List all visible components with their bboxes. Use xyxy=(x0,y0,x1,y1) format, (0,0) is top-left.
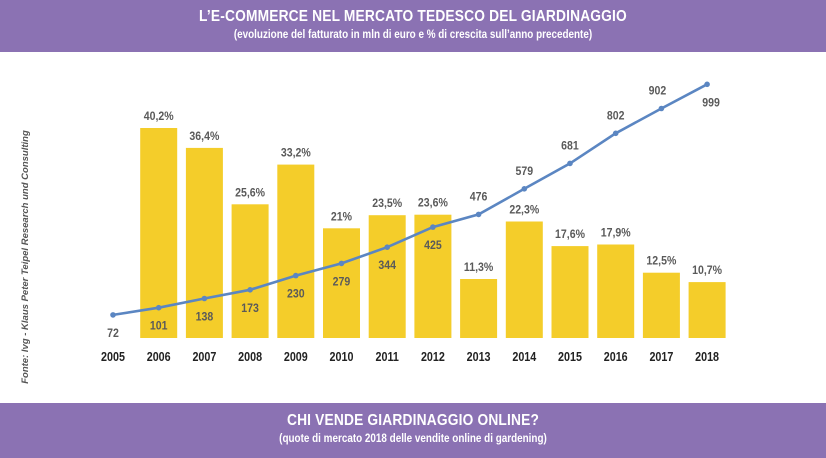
point-2007 xyxy=(201,295,208,302)
x-tick-2005: 2005 xyxy=(101,350,125,364)
bar-label-2009: 33,2% xyxy=(281,147,311,160)
line-label-2010: 279 xyxy=(333,276,351,289)
bar-2018 xyxy=(688,282,726,338)
source-note: Fonte: Ivg - Klaus Peter Teipel Research… xyxy=(20,130,31,384)
revenue-value-labels: 72 101 138 173 230 279 344 425 476 579 681 802 902 99… xyxy=(107,85,720,340)
point-2011 xyxy=(384,244,391,250)
revenue-points xyxy=(110,81,710,318)
bar-label-2015: 17,6% xyxy=(555,229,585,242)
bar-label-2010: 21% xyxy=(331,211,352,224)
bar-2014 xyxy=(505,221,543,338)
bar-label-2011: 23,5% xyxy=(372,198,402,211)
bar-label-2006: 40,2% xyxy=(144,110,174,123)
revenue-line xyxy=(112,83,708,317)
footer-band: CHI VENDE GIARDINAGGIO ONLINE? (quote di… xyxy=(0,403,826,458)
section-title: CHI VENDE GIARDINAGGIO ONLINE? xyxy=(286,412,540,429)
line-label-2016: 802 xyxy=(607,110,625,123)
point-2005 xyxy=(110,312,116,318)
line-label-2017: 902 xyxy=(649,85,667,98)
bar-2006 xyxy=(140,128,178,338)
bar-2007 xyxy=(185,147,223,338)
bar-2016 xyxy=(597,244,635,338)
x-tick-2015: 2015 xyxy=(558,350,582,364)
bar-label-2013: 11,3% xyxy=(464,261,493,274)
x-tick-2009: 2009 xyxy=(284,350,308,364)
line-label-2006: 101 xyxy=(150,320,168,333)
x-tick-2012: 2012 xyxy=(421,350,445,364)
x-tick-2006: 2006 xyxy=(147,350,171,364)
bar-2012 xyxy=(414,214,452,338)
x-tick-2017: 2017 xyxy=(649,350,673,364)
chart-title: L’E-COMMERCE NEL MERCATO TEDESCO DEL GIA… xyxy=(199,8,627,25)
x-axis-tick-labels: 2005 2006 2007 2008 2009 2010 2011 2012 2013 2014… xyxy=(101,350,719,364)
point-2012 xyxy=(430,224,436,230)
bar-label-2016: 17,9% xyxy=(601,227,631,240)
header-band: L’E-COMMERCE NEL MERCATO TEDESCO DEL GIA… xyxy=(0,0,826,52)
bar-2015 xyxy=(551,246,589,338)
x-tick-2018: 2018 xyxy=(695,350,719,364)
point-2008 xyxy=(247,287,253,293)
bar-label-2017: 12,5% xyxy=(646,255,676,268)
bar-2010 xyxy=(323,228,360,338)
bar-value-labels: 40,2% 36,4% 25,6% 33,2% 21% 23,5% 23,6% 11,3% 22… xyxy=(144,110,722,277)
bar-label-2007: 36,4% xyxy=(189,130,219,143)
bar-label-2012: 23,6% xyxy=(418,197,448,210)
line-label-2005: 72 xyxy=(107,327,119,340)
line-label-2012: 425 xyxy=(424,240,442,253)
x-tick-2013: 2013 xyxy=(467,350,491,364)
x-tick-2016: 2016 xyxy=(604,350,628,364)
point-2010 xyxy=(338,260,345,267)
ecommerce-chart: 40,2% 36,4% 25,6% 33,2% 21% 23,5% 23,6% 11,3% 22… xyxy=(20,81,726,384)
bar-2013 xyxy=(460,279,498,338)
line-label-2015: 681 xyxy=(561,140,579,153)
x-tick-2007: 2007 xyxy=(192,350,216,364)
point-2015 xyxy=(567,160,573,167)
line-label-2009: 230 xyxy=(287,288,305,301)
point-2014 xyxy=(521,186,528,192)
bar-label-2014: 22,3% xyxy=(509,204,539,217)
bar-label-2018: 10,7% xyxy=(692,265,722,278)
point-2018 xyxy=(704,81,710,88)
point-2017 xyxy=(658,105,665,112)
x-tick-2010: 2010 xyxy=(330,350,354,364)
point-2009 xyxy=(293,272,299,279)
bar-series xyxy=(140,128,726,338)
line-label-2018: 999 xyxy=(702,97,720,110)
section-subtitle: (quote di mercato 2018 delle vendite onl… xyxy=(279,433,547,445)
x-tick-2014: 2014 xyxy=(512,350,536,364)
line-label-2008: 173 xyxy=(241,302,259,315)
x-tick-2008: 2008 xyxy=(238,350,262,364)
chart-subtitle: (evoluzione del fatturato in mln di euro… xyxy=(233,29,593,41)
x-tick-2011: 2011 xyxy=(376,350,400,364)
bar-2011 xyxy=(368,215,406,338)
bar-label-2008: 25,6% xyxy=(235,187,265,200)
bar-2009 xyxy=(277,164,315,338)
line-label-2014: 579 xyxy=(515,165,533,178)
point-2016 xyxy=(612,130,619,137)
bar-2008 xyxy=(231,204,269,338)
line-label-2013: 476 xyxy=(470,191,488,204)
line-label-2007: 138 xyxy=(196,311,214,324)
point-2006 xyxy=(155,304,162,311)
bar-2017 xyxy=(642,272,680,338)
point-2013 xyxy=(475,211,482,218)
line-label-2011: 344 xyxy=(378,260,396,273)
